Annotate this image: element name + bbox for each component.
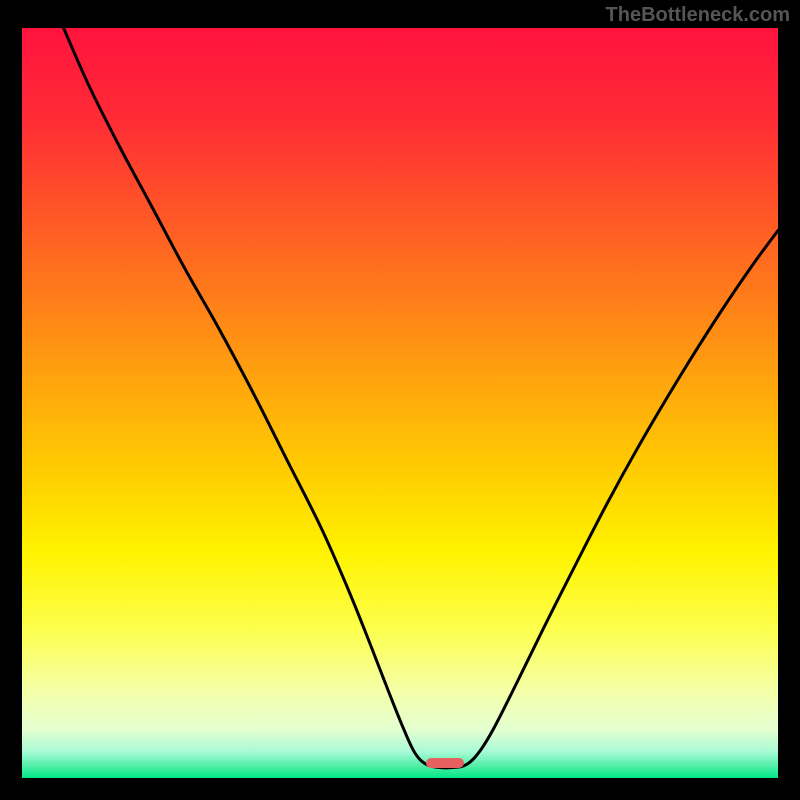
- chart-container: TheBottleneck.com: [0, 0, 800, 800]
- curve-path: [64, 28, 778, 768]
- plot-area: [22, 28, 778, 778]
- watermark-text: TheBottleneck.com: [606, 4, 790, 27]
- curve-svg: [22, 28, 778, 778]
- minimum-marker: [426, 758, 464, 769]
